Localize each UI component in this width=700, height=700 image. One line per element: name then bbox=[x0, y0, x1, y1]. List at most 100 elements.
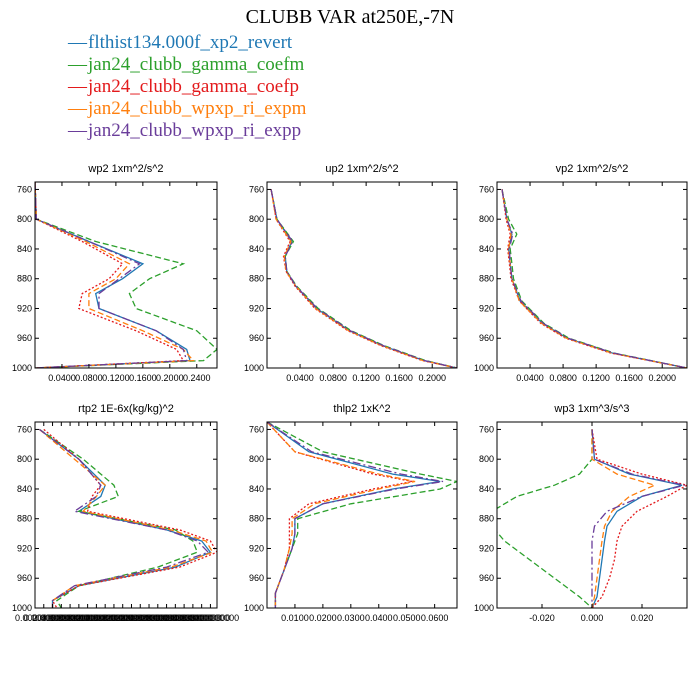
y-tick-label: 800 bbox=[479, 214, 494, 224]
series-line bbox=[501, 189, 687, 368]
x-tick-label: 0.2000 bbox=[418, 373, 446, 383]
chart-panel: wp3 1xm^3/s^3 760 800 840 880 920 960 1000 -0.02… bbox=[474, 403, 688, 623]
x-tick-label: 0.0300000000 bbox=[138, 613, 196, 623]
x-tick-label: 0.0200 bbox=[309, 613, 337, 623]
legend-label: flthist134.000f_xp2_revert bbox=[88, 32, 293, 53]
series-group bbox=[270, 189, 457, 368]
y-tick-label: 880 bbox=[479, 274, 494, 284]
series-line bbox=[591, 429, 685, 608]
series-line bbox=[267, 422, 413, 608]
panel-title: thlp2 1xK^2 bbox=[333, 403, 390, 415]
y-tick-label: 920 bbox=[17, 303, 32, 313]
series-line bbox=[43, 428, 217, 608]
x-tick-label: 0.0080000000 bbox=[41, 613, 99, 623]
x-tick-label: 0.0020000000 bbox=[15, 613, 73, 623]
x-tick-label: 0.0240000000 bbox=[111, 613, 169, 623]
series-line bbox=[270, 189, 457, 368]
series-line bbox=[501, 189, 687, 368]
chart-panel: rtp2 1E-6x(kg/kg)^2 760 800 840 880 920 960 100… bbox=[12, 403, 239, 623]
y-tick-label: 880 bbox=[17, 514, 32, 524]
x-tick-label: 0.0800 bbox=[75, 373, 103, 383]
x-tick-label: 0.0380000000 bbox=[173, 613, 231, 623]
chart-panel: up2 1xm^2/s^2 760 800 840 880 920 960 1000 0.040… bbox=[244, 163, 458, 383]
y-tick-label: 920 bbox=[17, 543, 32, 553]
panel-title: vp2 1xm^2/s^2 bbox=[556, 163, 629, 175]
y-tick-label: 880 bbox=[479, 514, 494, 524]
y-tick-label: 1000 bbox=[474, 603, 494, 613]
legend-label: jan24_clubb_gamma_coefm bbox=[88, 54, 305, 75]
series-line bbox=[270, 189, 457, 368]
y-tick-label: 1000 bbox=[244, 363, 264, 373]
x-tick-label: 0.1200 bbox=[582, 373, 610, 383]
y-tick-label: 760 bbox=[249, 184, 264, 194]
x-tick-label: 0.0180000000 bbox=[85, 613, 143, 623]
figure-title: CLUBB VAR at250E,-7N bbox=[245, 6, 455, 28]
panel-title: wp2 1xm^2/s^2 bbox=[87, 163, 163, 175]
panel-title: up2 1xm^2/s^2 bbox=[325, 163, 398, 175]
series-line bbox=[501, 189, 687, 368]
y-tick-label: 840 bbox=[17, 484, 32, 494]
legend-item: —jan24_clubb_gamma_coefp bbox=[68, 76, 306, 98]
x-tick-label: 0.0200000000 bbox=[94, 613, 152, 623]
x-tick-label: 0.0260000000 bbox=[120, 613, 178, 623]
y-tick-label: 960 bbox=[479, 333, 494, 343]
y-tick-label: 920 bbox=[479, 543, 494, 553]
x-tick-label: 0.0800 bbox=[549, 373, 577, 383]
x-tick-label: 0.020 bbox=[631, 613, 654, 623]
x-tick-label: 0.0160000000 bbox=[76, 613, 134, 623]
x-tick-label: 0.0600 bbox=[421, 613, 449, 623]
x-tick-label: 0.0140000000 bbox=[68, 613, 126, 623]
y-tick-label: 1000 bbox=[474, 363, 494, 373]
legend-item: —flthist134.000f_xp2_revert bbox=[68, 32, 306, 54]
y-tick-label: 1000 bbox=[244, 603, 264, 613]
y-tick-label: 840 bbox=[249, 484, 264, 494]
y-tick-label: 760 bbox=[249, 424, 264, 434]
series-line bbox=[270, 189, 457, 368]
x-tick-label: 0.1600 bbox=[129, 373, 157, 383]
y-tick-label: 1000 bbox=[12, 363, 32, 373]
plot-frame bbox=[34, 181, 218, 369]
x-tick-label: 0.0040000000 bbox=[24, 613, 82, 623]
series-line bbox=[497, 429, 593, 608]
y-tick-label: 760 bbox=[17, 424, 32, 434]
series-line bbox=[591, 429, 657, 608]
x-tick-label: 0.0400000000 bbox=[182, 613, 240, 623]
x-tick-label: 0.1200 bbox=[352, 373, 380, 383]
legend-item: —jan24_clubb_gamma_coefm bbox=[68, 54, 306, 76]
y-tick-label: 760 bbox=[17, 184, 32, 194]
x-tick-label: 0.0100 bbox=[281, 613, 309, 623]
y-tick-label: 840 bbox=[479, 484, 494, 494]
y-tick-label: 800 bbox=[479, 454, 494, 464]
y-tick-label: 920 bbox=[249, 543, 264, 553]
legend-item: —jan24_clubb_wpxp_ri_expm bbox=[68, 98, 306, 120]
x-tick-label: 0.0220000000 bbox=[103, 613, 161, 623]
x-tick-label: 0.0400 bbox=[516, 373, 544, 383]
x-tick-label: 0.0360000000 bbox=[164, 613, 222, 623]
y-tick-label: 800 bbox=[17, 454, 32, 464]
y-tick-label: 960 bbox=[249, 573, 264, 583]
y-tick-label: 920 bbox=[479, 303, 494, 313]
x-tick-label: 0.0060000000 bbox=[33, 613, 91, 623]
y-tick-label: 760 bbox=[479, 424, 494, 434]
y-tick-label: 840 bbox=[249, 244, 264, 254]
legend-label: jan24_clubb_wpxp_ri_expm bbox=[88, 98, 307, 119]
x-tick-label: 0.0280000000 bbox=[129, 613, 187, 623]
x-tick-label: 0.1600 bbox=[615, 373, 643, 383]
legend-item: —jan24_clubb_wpxp_ri_expp bbox=[68, 120, 306, 142]
y-tick-label: 880 bbox=[249, 274, 264, 284]
series-line bbox=[35, 182, 188, 368]
series-line bbox=[35, 182, 217, 368]
series-group bbox=[38, 428, 217, 608]
series-line bbox=[591, 429, 683, 608]
x-tick-label: 0.2000 bbox=[156, 373, 184, 383]
x-tick-label: 0.0500 bbox=[393, 613, 421, 623]
series-line bbox=[267, 422, 416, 608]
series-line bbox=[39, 428, 212, 608]
legend-label: jan24_clubb_gamma_coefp bbox=[88, 76, 300, 97]
x-tick-label: 0.0800 bbox=[319, 373, 347, 383]
x-tick-label: 0.0120000000 bbox=[59, 613, 117, 623]
x-tick-label: -0.020 bbox=[529, 613, 555, 623]
y-tick-label: 800 bbox=[17, 214, 32, 224]
